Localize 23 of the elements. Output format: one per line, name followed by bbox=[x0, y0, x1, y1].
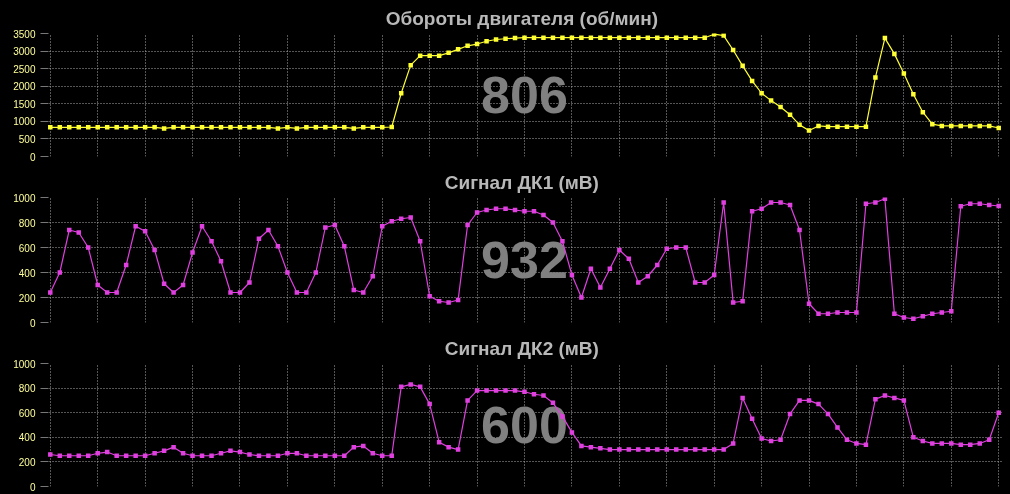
y-tick-label: 1500 bbox=[13, 98, 36, 110]
y-tick-label: 1000 bbox=[13, 358, 36, 370]
y-tick-label: 500 bbox=[18, 133, 36, 145]
y-tick-label: 3500 bbox=[13, 28, 36, 40]
chart-title: Сигнал ДК2 (мВ) bbox=[444, 337, 599, 359]
y-tick-label: 2500 bbox=[13, 63, 36, 75]
y-tick-label: 1000 bbox=[13, 192, 36, 204]
y-tick-label: 800 bbox=[18, 217, 36, 229]
y-tick-label: 200 bbox=[18, 292, 36, 304]
y-tick-label: 600 bbox=[18, 242, 36, 254]
y-tick-label: 200 bbox=[18, 456, 36, 468]
chart-title: Обороты двигателя (об/мин) bbox=[385, 7, 659, 29]
y-tick-label: 2000 bbox=[13, 81, 36, 93]
y-tick-label: 800 bbox=[18, 383, 36, 395]
chart-title: Сигнал ДК1 (мВ) bbox=[444, 171, 599, 193]
y-tick-label: 0 bbox=[29, 317, 36, 329]
y-tick-label: 600 bbox=[18, 407, 36, 419]
y-tick-label: 400 bbox=[18, 267, 36, 279]
y-tick-label: 1000 bbox=[13, 116, 36, 128]
y-tick-label: 0 bbox=[29, 481, 36, 493]
y-tick-label: 3000 bbox=[13, 46, 36, 58]
y-tick-label: 0 bbox=[29, 151, 36, 163]
y-tick-label: 400 bbox=[18, 432, 36, 444]
